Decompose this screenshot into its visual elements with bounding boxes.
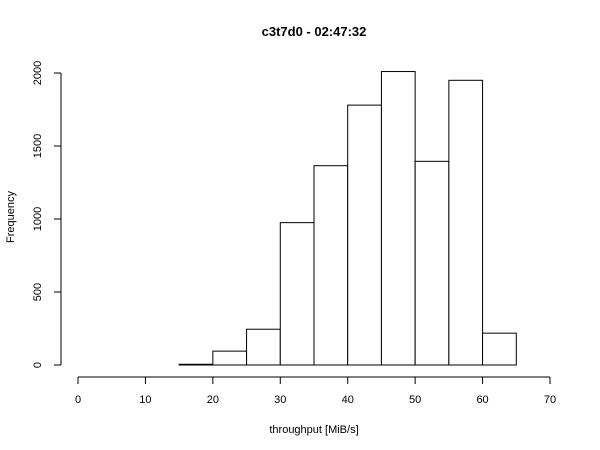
x-tick-label: 0: [75, 394, 81, 406]
y-tick-label: 500: [32, 283, 44, 301]
x-axis: 0 10 20 30 40 50 60 70: [75, 376, 556, 406]
x-tick-label: 30: [274, 394, 286, 406]
histogram-bar-11: [448, 79, 484, 366]
chart-title: c3t7d0 - 02:47:32: [262, 24, 367, 39]
histogram-bar-5: [246, 328, 281, 366]
y-tick-label: 0: [32, 362, 44, 368]
histogram-bar-4: [212, 350, 248, 366]
bars-group: [178, 71, 517, 366]
x-tick-label: 10: [139, 394, 151, 406]
y-axis: 0 500 1000 1500 2000: [32, 61, 62, 368]
histogram-bar-8: [347, 104, 382, 366]
histogram-bar-12: [482, 332, 517, 366]
histogram-bar-10: [414, 160, 450, 366]
y-axis-label: Frequency: [5, 191, 17, 243]
y-tick-label: 2000: [32, 61, 44, 85]
x-tick-label: 60: [476, 394, 488, 406]
histogram-bar-7: [313, 165, 349, 366]
x-tick-label: 50: [409, 394, 421, 406]
histogram-bar-6: [279, 222, 315, 366]
histogram-bar-9: [380, 71, 416, 366]
x-axis-label: throughput [MiB/s]: [269, 424, 358, 436]
histogram-bar-3: [178, 363, 214, 366]
y-tick-label: 1000: [32, 207, 44, 231]
y-tick-label: 1500: [32, 134, 44, 158]
x-tick-label: 40: [342, 394, 354, 406]
x-tick-label: 20: [207, 394, 219, 406]
x-tick-label: 70: [544, 394, 556, 406]
